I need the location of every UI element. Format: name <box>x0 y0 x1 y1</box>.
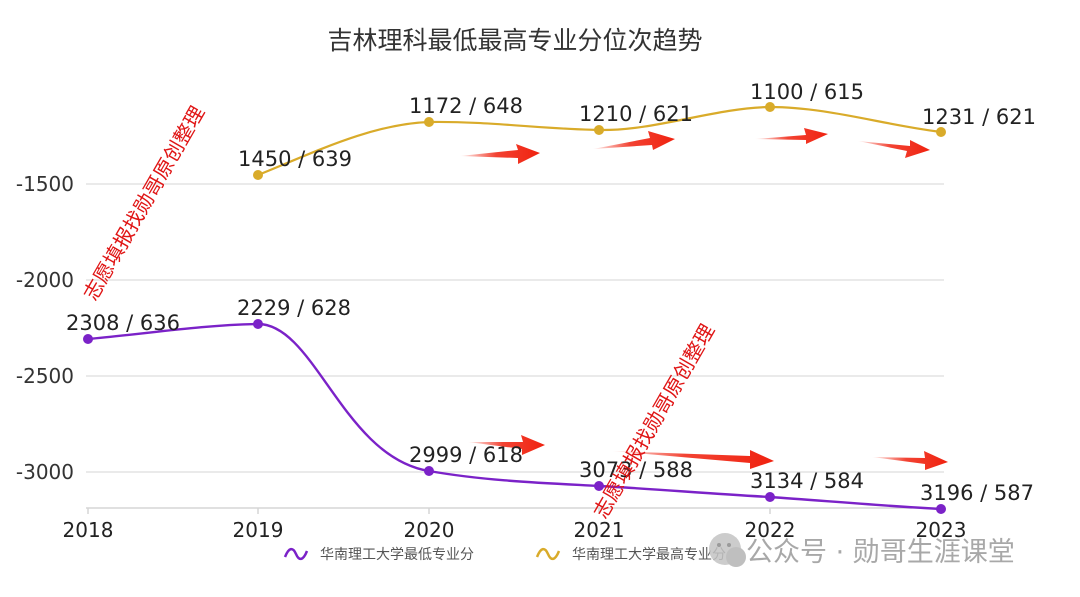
brand-text: 公众号 · 勋哥生涯课堂 <box>746 537 1015 568</box>
arrow-icon <box>460 144 540 164</box>
legend-wave-icon <box>283 547 309 561</box>
data-label: 1231 / 621 <box>922 105 1036 129</box>
legend-wave-icon <box>535 547 561 561</box>
arrow-icon <box>872 451 948 470</box>
series-low-line <box>87 322 942 511</box>
data-point[interactable] <box>424 466 434 476</box>
watermark-text: 志愿填报找勋哥原创整理 <box>79 102 210 305</box>
x-tick-label: 2020 <box>404 518 455 542</box>
series-high: 1450 / 639 1172 / 648 1210 / 621 1100 / … <box>238 80 1036 180</box>
legend: 华南理工大学最低专业分 华南理工大学最高专业分 <box>283 546 726 563</box>
legend-item-low[interactable]: 华南理工大学最低专业分 <box>283 547 474 563</box>
data-point[interactable] <box>83 334 93 344</box>
y-axis: -1500 -2000 -2500 -3000 <box>16 172 74 484</box>
data-point[interactable] <box>936 127 946 137</box>
data-label: 1100 / 615 <box>750 80 864 104</box>
data-label: 1210 / 621 <box>579 102 693 126</box>
series-low: 2308 / 636 2229 / 628 2999 / 618 3073 / … <box>66 296 1034 514</box>
x-tick-label: 2021 <box>574 518 625 542</box>
data-label: 1450 / 639 <box>238 147 352 171</box>
data-point[interactable] <box>765 102 775 112</box>
x-axis <box>86 507 944 514</box>
brand-watermark: 公众号 · 勋哥生涯课堂 <box>709 533 1015 568</box>
arrow-icon <box>858 140 930 158</box>
data-point[interactable] <box>253 170 263 180</box>
x-tick-label: 2023 <box>916 518 967 542</box>
data-label: 1172 / 648 <box>409 94 523 118</box>
data-label: 3134 / 584 <box>750 469 864 493</box>
x-tick-label: 2022 <box>745 518 796 542</box>
y-tick-label: -3000 <box>16 460 74 484</box>
y-tick-label: -1500 <box>16 172 74 196</box>
data-label: 2229 / 628 <box>237 296 351 320</box>
arrow-icon <box>612 450 774 469</box>
data-point[interactable] <box>594 481 604 491</box>
y-tick-label: -2000 <box>16 268 74 292</box>
arrow-icon <box>593 131 675 150</box>
data-point[interactable] <box>424 117 434 127</box>
trend-arrows <box>460 128 948 470</box>
arrow-icon <box>468 435 545 455</box>
data-label: 2999 / 618 <box>409 443 523 467</box>
legend-item-high[interactable]: 华南理工大学最高专业分 <box>535 546 726 563</box>
data-label: 2308 / 636 <box>66 311 180 335</box>
x-tick-label: 2018 <box>63 518 114 542</box>
data-label: 3073 / 588 <box>579 458 693 482</box>
data-point[interactable] <box>253 319 263 329</box>
grid-lines <box>86 183 944 473</box>
data-point[interactable] <box>594 125 604 135</box>
data-point[interactable] <box>765 492 775 502</box>
chart-title: 吉林理科最低最高专业分位次趋势 <box>327 26 702 55</box>
legend-label: 华南理工大学最高专业分 <box>572 546 726 563</box>
data-point[interactable] <box>936 504 946 514</box>
legend-label: 华南理工大学最低专业分 <box>320 547 474 563</box>
y-tick-label: -2500 <box>16 364 74 388</box>
data-label: 3196 / 587 <box>920 481 1034 505</box>
wechat-icon <box>709 533 746 567</box>
arrow-icon <box>755 128 828 144</box>
x-tick-labels: 2018 2019 2020 2021 2022 2023 <box>63 518 967 542</box>
x-tick-label: 2019 <box>233 518 284 542</box>
